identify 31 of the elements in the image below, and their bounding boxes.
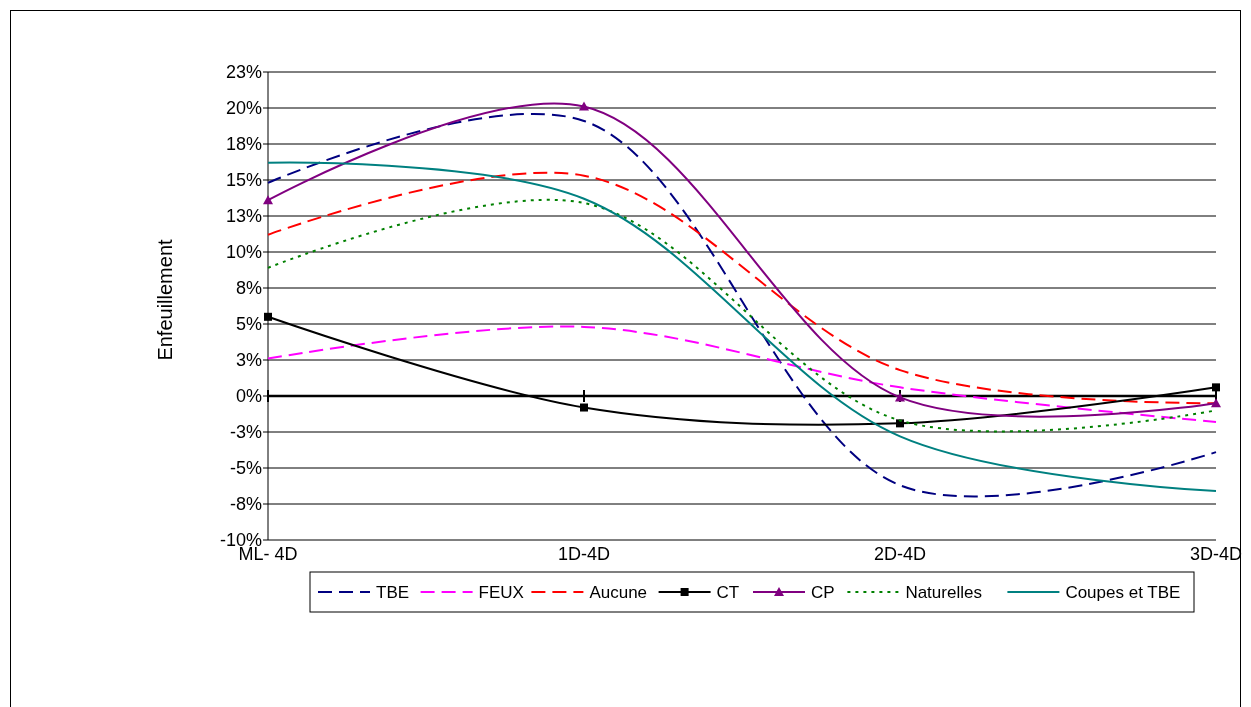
legend-label: FEUX — [478, 582, 524, 602]
x-tick-label: 2D-4D — [873, 544, 927, 564]
point — [580, 403, 588, 412]
y-tick-label: 0% — [235, 386, 262, 407]
point — [579, 101, 589, 111]
y-tick-label: 18% — [225, 134, 262, 155]
y-tick-label: -3% — [229, 422, 262, 443]
y-tick-label: 8% — [235, 278, 262, 299]
y-tick-label: 13% — [225, 206, 262, 227]
point — [263, 195, 273, 205]
legend-label: Naturelles — [905, 582, 982, 602]
y-axis-title: Enfeuillement — [154, 238, 176, 361]
x-tick-label: 3D-4D — [1189, 544, 1243, 564]
point — [1212, 383, 1220, 392]
y-tick-label: 23% — [225, 62, 262, 83]
y-tick-label: -8% — [229, 494, 262, 515]
point — [896, 419, 904, 428]
point — [1211, 398, 1221, 408]
point — [264, 312, 272, 321]
legend-label: TBE — [376, 582, 410, 602]
y-tick-label: 10% — [225, 242, 262, 263]
x-tick-label: 1D-4D — [557, 544, 611, 564]
y-tick-label: 3% — [235, 350, 262, 371]
y-tick-label: 15% — [225, 170, 262, 191]
legend-label: CP — [811, 582, 835, 602]
legend-label: Aucune — [589, 582, 648, 602]
y-tick-label: -5% — [229, 458, 262, 479]
y-tick-label: 5% — [235, 314, 262, 335]
legend-label: CT — [716, 582, 740, 602]
legend-label: Coupes et TBE — [1065, 582, 1181, 602]
y-tick-label: 20% — [225, 98, 262, 119]
